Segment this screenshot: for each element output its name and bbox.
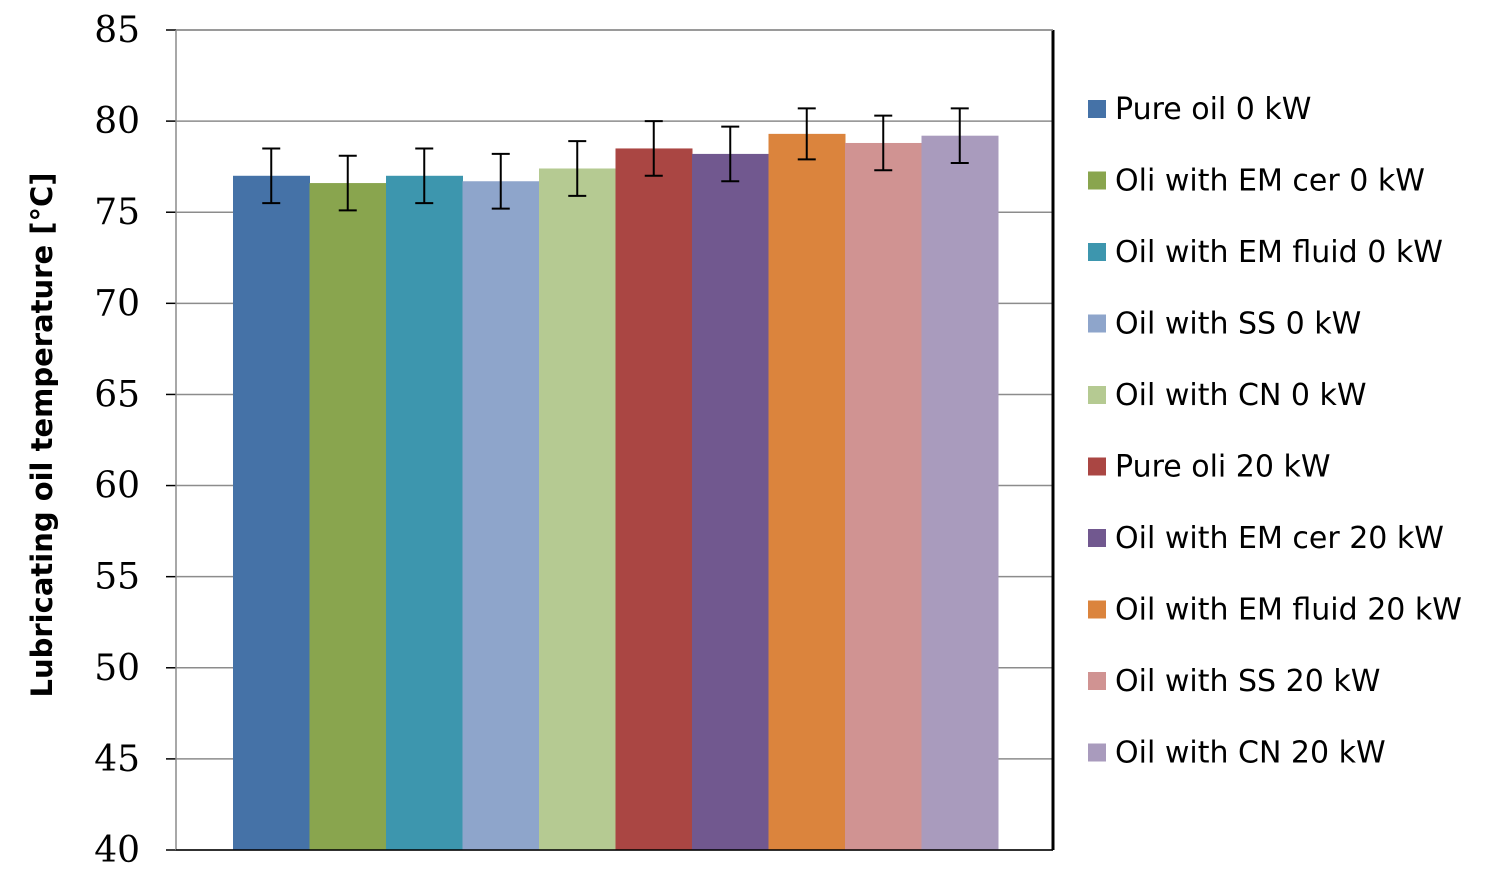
legend: Pure oil 0 kW Oli with EM cer 0 kW Oil wit… bbox=[1088, 92, 1462, 771]
y-tick-label: 55 bbox=[94, 557, 140, 598]
legend-swatch bbox=[1088, 743, 1106, 762]
axes bbox=[166, 29, 1055, 851]
bar bbox=[386, 175, 463, 850]
y-tick-label: 45 bbox=[94, 739, 140, 780]
bar bbox=[233, 175, 310, 850]
legend-label: Pure oli 20 kW bbox=[1115, 450, 1331, 485]
bar bbox=[692, 153, 769, 850]
bar bbox=[462, 181, 540, 850]
y-tick-label: 70 bbox=[94, 283, 140, 324]
legend-swatch bbox=[1088, 457, 1106, 476]
error-bars bbox=[262, 107, 969, 212]
legend-label: Oil with CN 0 kW bbox=[1115, 378, 1367, 413]
bar bbox=[309, 183, 387, 851]
bar bbox=[845, 142, 922, 850]
legend-swatch bbox=[1088, 314, 1106, 333]
legend-label: Oil with CN 20 kW bbox=[1115, 736, 1386, 771]
legend-label: Oil with SS 0 kW bbox=[1115, 307, 1361, 342]
y-tick-label: 85 bbox=[94, 10, 140, 51]
bar bbox=[921, 135, 999, 850]
legend-swatch bbox=[1088, 672, 1106, 690]
legend-label: Oil with EM fluid 0 kW bbox=[1115, 235, 1443, 270]
legend-label: Pure oil 0 kW bbox=[1115, 92, 1311, 127]
y-tick-label: 60 bbox=[94, 466, 140, 507]
legend-label: Oil with SS 20 kW bbox=[1115, 664, 1380, 699]
legend-swatch bbox=[1088, 386, 1106, 404]
y-axis-label: Lubricating oil temperature [°C] bbox=[25, 172, 59, 697]
bar bbox=[615, 148, 693, 850]
legend-swatch bbox=[1088, 529, 1106, 547]
bar bbox=[539, 168, 616, 850]
legend-swatch bbox=[1088, 171, 1106, 190]
y-tick-label: 75 bbox=[94, 192, 140, 233]
y-tick-label: 80 bbox=[94, 101, 140, 142]
legend-label: Oil with EM cer 20 kW bbox=[1115, 521, 1444, 556]
legend-label: Oil with EM fluid 20 kW bbox=[1115, 593, 1462, 628]
y-tick-labels: 40 45 50 55 60 65 70 75 80 85 bbox=[94, 10, 140, 871]
legend-label: Oli with EM cer 0 kW bbox=[1115, 164, 1425, 199]
legend-swatch bbox=[1088, 100, 1106, 118]
bar bbox=[768, 133, 846, 850]
y-tick-label: 40 bbox=[94, 830, 140, 871]
legend-swatch bbox=[1088, 600, 1106, 619]
y-tick-label: 50 bbox=[94, 648, 140, 689]
legend-swatch bbox=[1088, 243, 1106, 261]
y-tick-label: 65 bbox=[94, 374, 140, 415]
bars bbox=[233, 133, 999, 851]
